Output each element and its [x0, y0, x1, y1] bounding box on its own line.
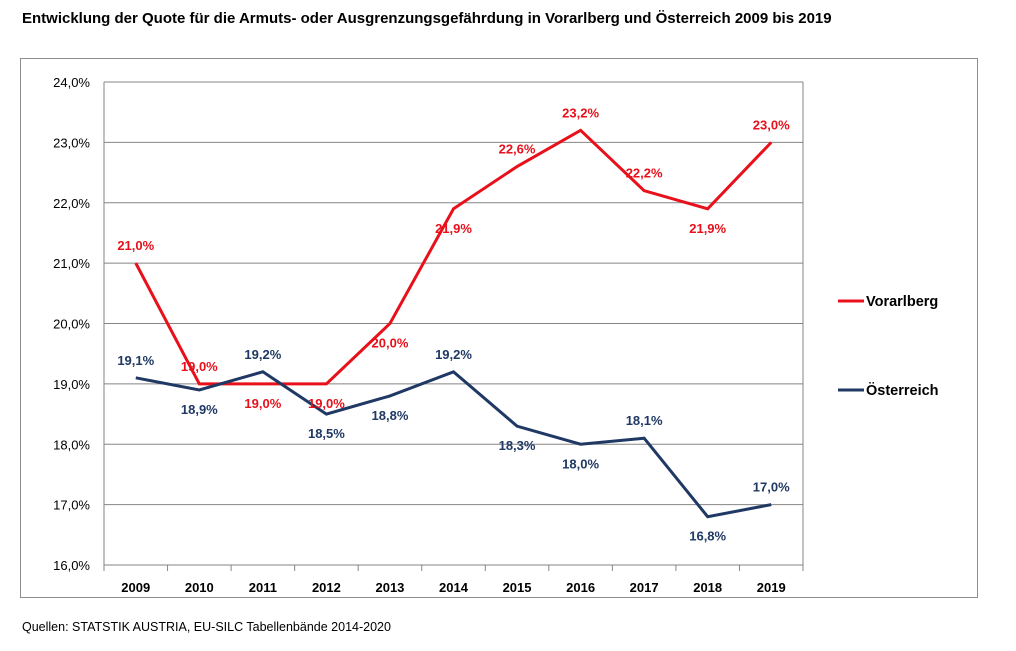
x-tick-label: 2009 [121, 580, 150, 595]
source-note: Quellen: STATSTIK AUSTRIA, EU-SILC Tabel… [22, 620, 391, 634]
data-label: 21,0% [117, 238, 154, 253]
series-line-vorarlberg [134, 128, 773, 386]
legend-label: Vorarlberg [866, 294, 938, 310]
data-label: 18,9% [181, 402, 218, 417]
y-tick-label: 22,0% [53, 196, 90, 211]
y-tick-label: 20,0% [53, 317, 90, 332]
y-tick-label: 24,0% [53, 75, 90, 90]
data-label: 22,2% [626, 166, 663, 181]
data-label: 19,0% [181, 359, 218, 374]
data-label: 18,3% [499, 438, 536, 453]
y-tick-label: 19,0% [53, 377, 90, 392]
data-label: 19,0% [308, 396, 345, 411]
chart-frame [20, 58, 978, 598]
x-tick-label: 2016 [566, 580, 595, 595]
data-label: 22,6% [499, 142, 536, 157]
x-tick-label: 2013 [375, 580, 404, 595]
data-label: 23,0% [753, 117, 790, 132]
series-line-österreich [135, 370, 772, 519]
x-tick-label: 2017 [630, 580, 659, 595]
data-label: 17,0% [753, 480, 790, 495]
y-tick-label: 23,0% [53, 135, 90, 150]
data-label: 19,2% [244, 347, 281, 362]
data-label: 23,2% [562, 105, 599, 120]
x-tick-label: 2018 [693, 580, 722, 595]
data-label: 21,9% [689, 221, 726, 236]
data-label: 19,2% [435, 347, 472, 362]
x-tick-label: 2010 [185, 580, 214, 595]
data-label: 19,0% [244, 396, 281, 411]
y-tick-label: 17,0% [53, 498, 90, 513]
chart-title: Entwicklung der Quote für die Armuts- od… [22, 10, 832, 27]
x-tick-label: 2019 [757, 580, 786, 595]
data-label: 18,5% [308, 426, 345, 441]
x-tick-label: 2015 [503, 580, 532, 595]
data-label: 16,8% [689, 529, 726, 544]
legend-label: Österreich [866, 382, 939, 399]
data-label: 18,1% [626, 413, 663, 428]
y-tick-label: 21,0% [53, 256, 90, 271]
data-label: 19,1% [117, 353, 154, 368]
data-label: 18,8% [372, 408, 409, 423]
y-tick-label: 18,0% [53, 437, 90, 452]
y-tick-label: 16,0% [53, 558, 90, 573]
x-tick-label: 2014 [439, 580, 469, 595]
data-label: 20,0% [372, 336, 409, 351]
data-label: 21,9% [435, 221, 472, 236]
x-tick-label: 2012 [312, 580, 341, 595]
data-label: 18,0% [562, 456, 599, 471]
x-tick-label: 2011 [249, 580, 277, 595]
